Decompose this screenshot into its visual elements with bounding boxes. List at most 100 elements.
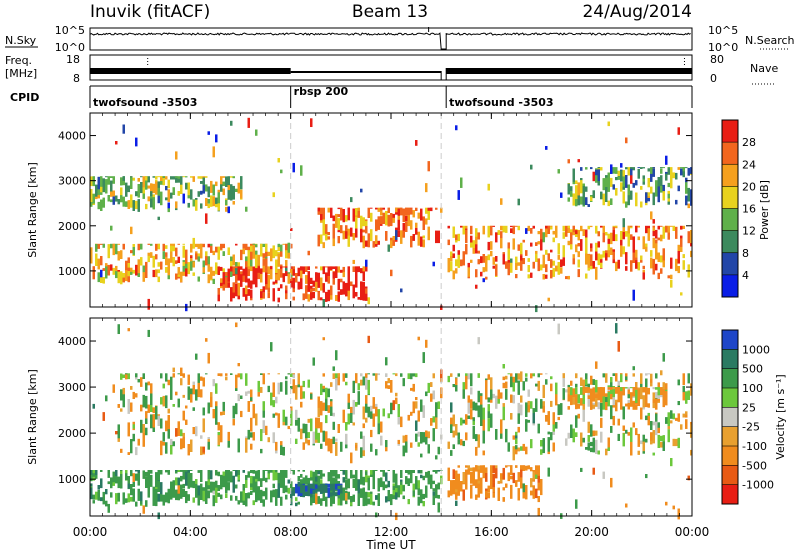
heat-cell — [610, 247, 613, 255]
heat-speckle — [142, 505, 145, 514]
heat-cell — [575, 244, 578, 253]
heat-cell — [652, 262, 655, 275]
heat-cell — [135, 203, 138, 207]
heat-cell — [642, 178, 645, 182]
heat-cell — [647, 198, 650, 202]
heat-cell — [622, 225, 625, 235]
velocity-colorbar-label: Velocity [m s⁻¹] — [774, 374, 787, 459]
heat-cell — [600, 225, 603, 228]
heat-speckle — [457, 190, 460, 200]
heat-cell — [635, 389, 638, 403]
heat-cell — [175, 247, 178, 257]
heat-cell — [385, 496, 388, 503]
heat-cell — [610, 426, 613, 433]
heat-cell — [685, 412, 688, 418]
heat-cell — [690, 424, 693, 438]
heat-speckle — [237, 363, 240, 367]
heat-cell — [597, 181, 600, 185]
heat-cell — [622, 433, 625, 447]
heat-speckle — [107, 503, 110, 513]
heat-cell — [297, 470, 300, 472]
heat-cell — [302, 483, 305, 485]
heat-cell — [412, 210, 415, 218]
heat-cell — [345, 422, 348, 431]
heat-cell — [425, 430, 428, 437]
heat-cell — [110, 264, 113, 271]
heat-speckle — [682, 171, 685, 178]
heat-cell — [257, 254, 260, 267]
heat-cell — [600, 388, 603, 403]
heat-cell — [530, 401, 533, 409]
heat-cell — [655, 229, 658, 239]
heat-cell — [577, 269, 580, 278]
heat-cell — [685, 180, 688, 194]
heat-cell — [660, 185, 663, 193]
heat-cell — [375, 219, 378, 232]
heat-cell — [572, 428, 575, 443]
heat-cell — [272, 432, 275, 444]
heat-cell — [307, 266, 310, 270]
heat-cell — [375, 470, 378, 471]
heat-speckle — [415, 140, 418, 146]
heat-speckle — [195, 353, 198, 360]
heat-cell — [225, 470, 228, 480]
heat-cell — [345, 381, 348, 386]
heat-cell — [527, 225, 530, 232]
heat-cell — [167, 415, 170, 430]
heat-cell — [145, 476, 148, 488]
heat-cell — [677, 244, 680, 254]
heat-cell — [90, 176, 93, 187]
heat-cell — [292, 488, 295, 495]
heat-cell — [167, 379, 170, 386]
heat-cell — [590, 424, 593, 437]
heat-cell — [527, 405, 530, 411]
heat-cell — [492, 257, 495, 265]
heat-cell — [150, 383, 153, 394]
heat-cell — [217, 492, 220, 497]
heat-cell — [587, 421, 590, 433]
heat-cell — [622, 425, 625, 431]
heat-cell — [340, 483, 343, 485]
heat-cell — [365, 377, 368, 390]
heat-cell — [647, 414, 650, 426]
heat-cell — [545, 415, 548, 422]
heat-cell — [207, 490, 210, 499]
heat-cell — [245, 475, 248, 488]
heat-cell — [390, 494, 393, 505]
heat-cell — [467, 468, 470, 475]
heat-cell — [667, 193, 670, 199]
heat-cell — [550, 225, 553, 227]
station-title: Inuvik (fitACF) — [90, 2, 210, 22]
heat-cell — [432, 495, 435, 505]
heat-cell — [222, 181, 225, 186]
heat-cell — [482, 417, 485, 433]
heat-cell — [155, 269, 158, 278]
heat-cell — [637, 450, 640, 455]
heat-cell — [597, 388, 600, 401]
heat-cell — [235, 287, 238, 294]
heat-cell — [307, 484, 310, 491]
heat-cell — [427, 210, 430, 220]
heat-cell — [290, 498, 293, 502]
heat-cell — [230, 287, 233, 302]
heat-cell — [285, 470, 288, 475]
heat-cell — [570, 396, 573, 406]
heat-cell — [265, 256, 268, 271]
heat-cell — [220, 476, 223, 490]
heat-cell — [655, 250, 658, 260]
heat-cell — [317, 396, 320, 411]
heat-cell — [142, 183, 145, 194]
heat-cell — [377, 409, 380, 423]
heat-cell — [605, 402, 608, 410]
heat-cell — [100, 275, 103, 283]
heat-cell — [585, 186, 588, 192]
heat-cell — [100, 256, 103, 266]
heat-speckle — [535, 474, 538, 479]
heat-cell — [260, 387, 263, 393]
heat-cell — [162, 243, 165, 252]
heat-cell — [200, 389, 203, 398]
heat-speckle — [220, 425, 223, 436]
heat-cell — [660, 268, 663, 274]
heat-cell — [405, 470, 408, 473]
